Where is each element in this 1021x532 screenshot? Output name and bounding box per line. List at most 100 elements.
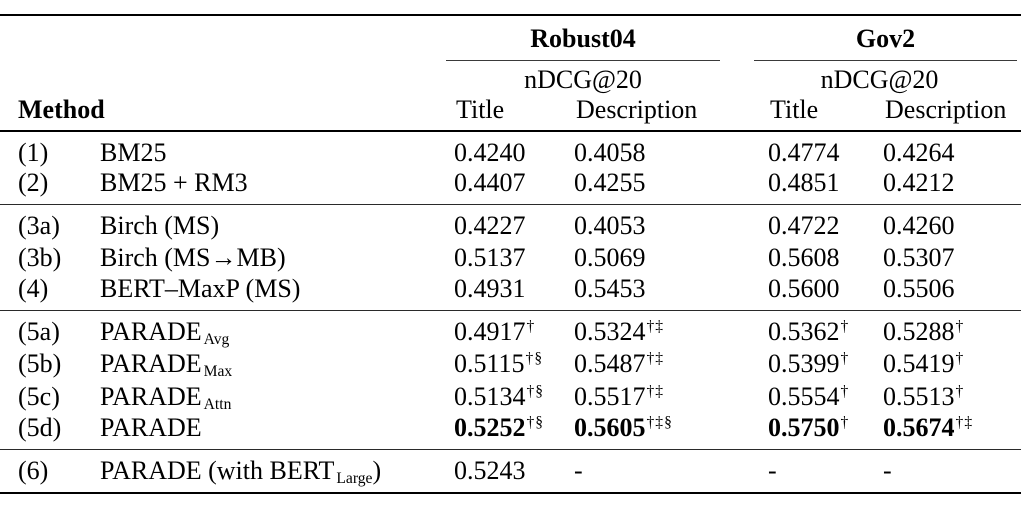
- row-id: (5b): [18, 348, 62, 378]
- metric-value: -: [560, 450, 754, 494]
- metric-value: 0.4058: [560, 131, 754, 168]
- row-id: (5c): [18, 381, 60, 411]
- metric-value: 0.4851: [754, 168, 869, 205]
- gov2-group-label: Gov2: [855, 24, 916, 53]
- gov2-group-underline: Gov2: [754, 16, 1018, 61]
- metric-value-text: -: [883, 456, 892, 485]
- robust04-description-column-header: Description: [576, 95, 698, 124]
- gov2-description-column-header: Description: [885, 95, 1007, 124]
- metric-value: 0.5137: [440, 241, 560, 274]
- metric-value-text: 0.5134: [454, 381, 526, 411]
- table-row: (5d) PARADE 0.5252†§ 0.5605†‡§ 0.5750† 0.5674…: [0, 413, 1021, 450]
- metric-value: 0.5069: [560, 241, 754, 274]
- metric-value: 0.5453: [560, 274, 754, 311]
- metric-value: 0.5288†: [869, 311, 1021, 348]
- table-section: (5a) PARADE Avg 0.4917† 0.5324†‡ 0.5362† 0.528…: [0, 310, 1021, 450]
- significance-marker: †: [840, 318, 850, 336]
- metric-value-text: 0.5307: [883, 242, 955, 272]
- robust04-metric-label: nDCG@20: [524, 65, 642, 94]
- metric-value: 0.4917†: [440, 311, 560, 348]
- metric-value: 0.5517†‡: [560, 380, 754, 413]
- metric-value: 0.5115†§: [440, 347, 560, 380]
- method-name: BM25 + RM3: [100, 168, 248, 197]
- method-name: PARADE Attn: [100, 381, 232, 413]
- method-name: BERT–MaxP (MS): [100, 274, 301, 303]
- metric-value-text: 0.5399: [768, 348, 840, 378]
- metric-value-text: 0.4212: [883, 168, 955, 197]
- row-id: (3b): [18, 242, 62, 272]
- row-id: (3a): [18, 211, 60, 240]
- table-row: (5c) PARADE Attn 0.5134†§ 0.5517†‡ 0.5554† 0.5…: [0, 380, 1021, 413]
- method-name: PARADE Avg: [100, 317, 230, 349]
- metric-value: 0.5605†‡§: [560, 413, 754, 450]
- metric-value-text: 0.4260: [883, 211, 955, 240]
- significance-marker: †‡: [646, 349, 665, 367]
- column-group-gov2: Gov2: [754, 15, 1021, 61]
- method-subscript: Max: [203, 362, 233, 380]
- significance-marker: †: [526, 318, 536, 336]
- metric-value-text: 0.4240: [454, 138, 526, 167]
- robust04-group-label: Robust04: [530, 24, 636, 53]
- row-id: (4): [18, 274, 49, 303]
- metric-value-text: 0.5487: [574, 348, 646, 378]
- metric-value-text: 0.4774: [768, 138, 840, 167]
- robust04-title-column-header: Title: [456, 95, 505, 124]
- method-subscript: Attn: [203, 395, 232, 413]
- metric-value-text: 0.5069: [574, 242, 646, 272]
- metric-value: 0.5307: [869, 241, 1021, 274]
- table-row: (3a) Birch (MS) 0.4227 0.4053 0.4722 0.4260: [0, 205, 1021, 242]
- method-name: Birch (MS): [100, 211, 220, 240]
- metric-value-text: 0.5362: [768, 317, 840, 346]
- spacer-cell: [0, 61, 440, 95]
- metric-value: 0.4774: [754, 131, 869, 168]
- group-header-row: Robust04 Gov2: [0, 15, 1021, 61]
- table-header: Robust04 Gov2 nDCG@20 nDCG@20 Method Tit…: [0, 15, 1021, 131]
- sub-header-row: Method Title Description Title Descripti…: [0, 95, 1021, 131]
- metric-value-text: 0.4407: [454, 168, 526, 197]
- metric-value-text: 0.4931: [454, 274, 526, 303]
- spacer-cell: [0, 15, 440, 61]
- significance-marker: †: [840, 414, 850, 432]
- gov2-metric-label: nDCG@20: [820, 65, 939, 94]
- metric-value: 0.4931: [440, 274, 560, 311]
- metric-value: 0.4722: [754, 205, 869, 242]
- significance-marker: †: [955, 318, 965, 336]
- significance-marker: †‡: [646, 382, 665, 400]
- metric-value-text: 0.5453: [574, 274, 646, 303]
- table-section: (3a) Birch (MS) 0.4227 0.4053 0.4722 0.4260 (3…: [0, 204, 1021, 311]
- significance-marker: †‡: [955, 414, 974, 432]
- metric-value: 0.5399†: [754, 347, 869, 380]
- table-row: (2) BM25 + RM3 0.4407 0.4255 0.4851 0.4212: [0, 168, 1021, 205]
- row-id: (2): [18, 168, 49, 197]
- metric-value: 0.5252†§: [440, 413, 560, 450]
- significance-marker: †§: [526, 382, 545, 400]
- method-name: PARADE (with BERT Large): [100, 456, 382, 488]
- table-row: (3b) Birch (MS→MB) 0.5137 0.5069 0.5608 0.530…: [0, 241, 1021, 274]
- row-id: (5a): [18, 317, 60, 346]
- metric-value-text: 0.5137: [454, 242, 526, 272]
- metric-value: 0.5750†: [754, 413, 869, 450]
- metric-value-text: 0.5517: [574, 381, 646, 411]
- metric-value: 0.4264: [869, 131, 1021, 168]
- metric-value-text: 0.5115: [454, 348, 525, 378]
- significance-marker: †§: [525, 349, 544, 367]
- metric-value-text: 0.5324: [574, 317, 646, 346]
- row-id: (1): [18, 138, 49, 167]
- table-row: (5a) PARADE Avg 0.4917† 0.5324†‡ 0.5362† 0.528…: [0, 311, 1021, 348]
- metric-value: 0.5134†§: [440, 380, 560, 413]
- metric-value-text: 0.5600: [768, 274, 840, 303]
- metric-value: 0.5419†: [869, 347, 1021, 380]
- metric-value: 0.5554†: [754, 380, 869, 413]
- metric-value-text: -: [768, 456, 777, 485]
- method-name: Birch (MS→MB): [100, 242, 286, 272]
- table-row: (4) BERT–MaxP (MS) 0.4931 0.5453 0.5600 0.550…: [0, 274, 1021, 311]
- metric-value-text: 0.5750: [768, 413, 840, 442]
- metric-value-text: 0.4227: [454, 211, 526, 240]
- metric-value-text: 0.4264: [883, 138, 955, 167]
- metric-value: 0.5513†: [869, 380, 1021, 413]
- table-row: (1) BM25 0.4240 0.4058 0.4774 0.4264: [0, 131, 1021, 168]
- robust04-group-underline: Robust04: [446, 16, 721, 61]
- table-section: (1) BM25 0.4240 0.4058 0.4774 0.4264 (2) BM25 +…: [0, 131, 1021, 205]
- method-subscript: Avg: [203, 331, 230, 349]
- metric-value-text: 0.5605: [574, 413, 646, 442]
